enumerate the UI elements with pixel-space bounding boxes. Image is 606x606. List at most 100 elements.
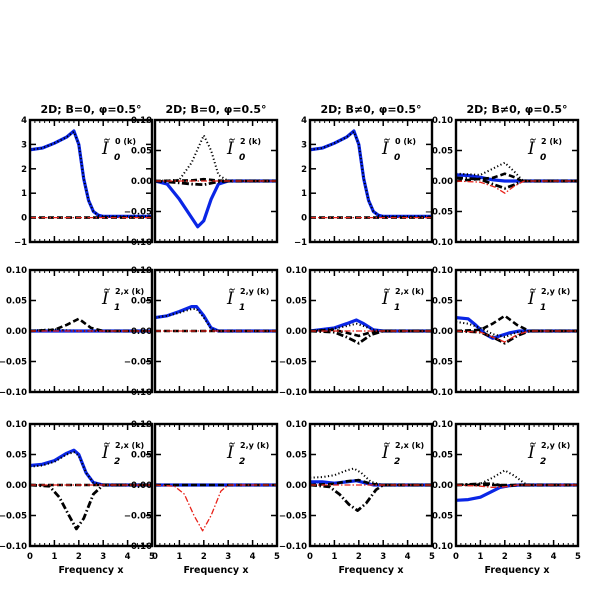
- panel-label-main: Ĩ: [527, 138, 536, 159]
- y-tick-label: −0.10: [124, 542, 152, 552]
- y-tick-label: −0.05: [0, 512, 27, 522]
- panel-label-sup: 2,x (k): [395, 287, 424, 296]
- panel-frame: [308, 268, 434, 394]
- series-line-red-dashdot: [456, 484, 578, 489]
- x-tick-label: 0: [27, 552, 33, 562]
- x-tick-label: 5: [149, 552, 155, 562]
- y-tick-label: 0.00: [131, 177, 152, 187]
- panel-label-sup: 2 (k): [541, 137, 562, 146]
- column-title-0: 2D; B=0, φ=0.5°: [40, 103, 141, 116]
- y-tick-label: 0.05: [6, 451, 27, 461]
- panel-label-sup: 2,x (k): [115, 287, 144, 296]
- panel-frame: [153, 268, 279, 394]
- x-axis-title: Frequency x: [183, 565, 248, 576]
- x-tick-label: 1: [331, 552, 337, 562]
- series-group: [155, 305, 277, 333]
- y-tick-label: −0.05: [0, 358, 27, 368]
- y-tick-label: 0.05: [432, 451, 453, 461]
- y-tick-label: −0.05: [124, 208, 152, 218]
- y-tick-label: 2: [21, 165, 27, 175]
- series-group: [456, 314, 578, 345]
- panel-label-main: Ĩ: [226, 138, 235, 159]
- y-tick-label: 4: [21, 116, 27, 126]
- panel-frame: [454, 268, 580, 394]
- panel-r0-c1: −0.10 −0.05 0.00 0.05 0.10 Ĩ 2 (k) 0: [124, 116, 279, 248]
- y-tick-label: 0.05: [432, 147, 453, 157]
- x-tick-label: 2: [76, 552, 82, 562]
- panel-r0-c2: −1 0 1 2 3 4 Ĩ 0 (k) 0: [294, 116, 434, 248]
- panel-label-sub: 1: [114, 303, 120, 313]
- panel-label-main: Ĩ: [527, 288, 536, 309]
- series-line-blue-solid: [155, 179, 277, 229]
- panel-r1-c3: −0.10 −0.05 0.00 0.05 0.10 Ĩ 2,y (k) 1: [425, 266, 580, 398]
- panel-frame: [308, 422, 434, 548]
- panel-label-sup: 2,x (k): [115, 441, 144, 450]
- y-tick-label: 0.00: [6, 327, 27, 337]
- panel-label-sup: 0 (k): [395, 137, 416, 146]
- x-tick-label: 1: [477, 552, 483, 562]
- panel-label-sub: 1: [540, 303, 546, 313]
- y-tick-label: −0.10: [425, 388, 453, 398]
- y-tick-label: −0.10: [0, 388, 27, 398]
- x-tick-label: 4: [250, 552, 256, 562]
- x-axis-title: Frequency x: [338, 565, 403, 576]
- panel-label-main: Ĩ: [101, 138, 110, 159]
- y-tick-label: 1: [301, 189, 307, 199]
- column-titles: 2D; B=0, φ=0.5° 2D; B=0, φ=0.5° 2D; B≠0, φ…: [40, 103, 567, 116]
- y-tick-label: 0: [21, 214, 27, 224]
- panel-label-sub: 2: [239, 457, 245, 467]
- y-tick-label: 0.00: [131, 481, 152, 491]
- panel-r2-c1: −0.10 −0.05 0.00 0.05 0.10 Ĩ 2,y (k) 2: [124, 420, 279, 552]
- y-tick-label: −0.10: [124, 388, 152, 398]
- x-axis-title: Frequency x: [58, 565, 123, 576]
- series-group: [155, 483, 277, 532]
- y-tick-label: 0.05: [131, 451, 152, 461]
- x-tick-label: 3: [100, 552, 106, 562]
- y-tick-label: 0.10: [432, 420, 453, 430]
- column-title-3: 2D; B≠0, φ=0.5°: [466, 103, 567, 116]
- y-tick-label: 0.00: [6, 481, 27, 491]
- y-tick-label: 0.05: [131, 147, 152, 157]
- x-tick-label: 0: [152, 552, 158, 562]
- panel-label-sup: 2 (k): [240, 137, 261, 146]
- series-line-red-dashdot: [155, 484, 277, 532]
- panel-r0-c0: −1 0 1 2 3 4 Ĩ 0 (k) 0: [14, 116, 154, 248]
- series-line-black-dashdot: [310, 329, 432, 345]
- panel-r2-c2: −0.10 −0.05 0.00 0.05 0.10 Ĩ 2,x (k) 2: [279, 420, 434, 552]
- panel-label-main: Ĩ: [226, 442, 235, 463]
- y-tick-label: −0.10: [425, 542, 453, 552]
- panel-label-sub: 0: [239, 153, 245, 163]
- y-tick-label: 0.00: [432, 481, 453, 491]
- panel-frame: [153, 118, 279, 244]
- panel-frame: [153, 422, 279, 548]
- series-group: [456, 161, 578, 194]
- y-tick-label: 2: [301, 165, 307, 175]
- y-tick-label: 0.10: [286, 420, 307, 430]
- series-line-red-dashdot: [456, 180, 578, 194]
- x-axis-title: Frequency x: [484, 565, 549, 576]
- y-tick-label: 0.00: [286, 481, 307, 491]
- series-group: [310, 467, 432, 512]
- y-tick-label: 0.10: [6, 266, 27, 276]
- y-tick-label: 0.10: [286, 266, 307, 276]
- column-title-2: 2D; B≠0, φ=0.5°: [320, 103, 421, 116]
- x-tick-label: 0: [307, 552, 313, 562]
- y-tick-label: −0.05: [425, 208, 453, 218]
- y-tick-label: 0.00: [286, 327, 307, 337]
- y-tick-label: 0.10: [131, 266, 152, 276]
- y-tick-label: −0.05: [425, 512, 453, 522]
- y-tick-label: 4: [301, 116, 307, 126]
- y-tick-label: −0.05: [425, 358, 453, 368]
- panel-label-sup: 2,y (k): [541, 287, 570, 296]
- y-tick-label: 0.05: [286, 297, 307, 307]
- x-tick-label: 4: [125, 552, 131, 562]
- panel-r2-c0: −0.10 −0.05 0.00 0.05 0.10 Ĩ 2,x (k) 2: [0, 420, 154, 552]
- y-tick-label: 0.05: [286, 451, 307, 461]
- panel-label-sup: 0 (k): [115, 137, 136, 146]
- y-tick-label: 0.00: [432, 177, 453, 187]
- x-tick-label: 4: [551, 552, 557, 562]
- panel-label-sub: 1: [394, 303, 400, 313]
- panel-label-sub: 2: [394, 457, 400, 467]
- panel-label-sub: 0: [114, 153, 120, 163]
